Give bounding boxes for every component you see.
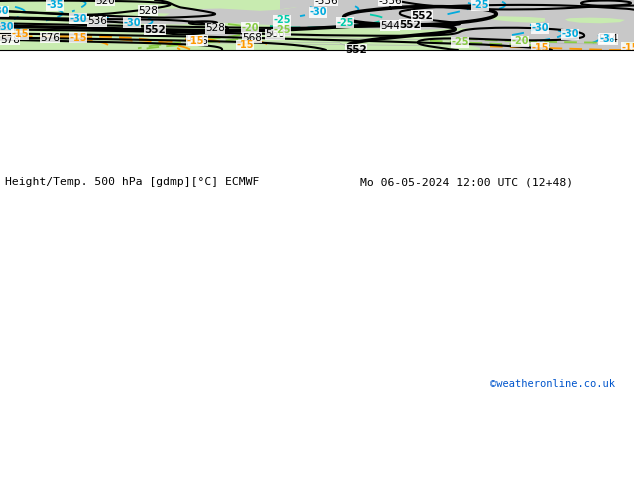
Text: 578: 578 [0, 35, 20, 45]
Text: 544: 544 [380, 21, 400, 31]
Text: 536: 536 [87, 16, 107, 26]
Text: -15: -15 [69, 32, 87, 43]
Text: -30: -30 [69, 14, 87, 24]
Text: 560: 560 [265, 29, 285, 39]
Text: 576: 576 [188, 36, 208, 46]
Text: -15: -15 [621, 43, 634, 53]
Polygon shape [280, 0, 430, 10]
Polygon shape [295, 0, 634, 19]
Text: -30: -30 [561, 29, 579, 39]
Text: -30: -30 [0, 6, 9, 16]
Text: 528: 528 [205, 23, 225, 33]
Text: -15: -15 [236, 41, 254, 50]
Polygon shape [490, 3, 565, 8]
Text: -15: -15 [11, 29, 29, 39]
Text: 552: 552 [399, 20, 421, 30]
Text: 552: 552 [345, 45, 367, 55]
Text: -30: -30 [0, 22, 14, 32]
Text: -35: -35 [46, 0, 64, 10]
Text: -15: -15 [531, 43, 549, 53]
Text: 552: 552 [144, 25, 166, 35]
Polygon shape [575, 0, 634, 9]
Polygon shape [0, 23, 634, 50]
Text: Mo 06-05-2024 12:00 UTC (12+48): Mo 06-05-2024 12:00 UTC (12+48) [360, 177, 573, 187]
Text: -536: -536 [314, 0, 338, 5]
Text: -25: -25 [273, 15, 291, 25]
Text: 544: 544 [598, 34, 618, 44]
Text: 528: 528 [138, 6, 158, 16]
Polygon shape [0, 0, 110, 6]
Text: -536: -536 [378, 0, 402, 5]
Text: -30: -30 [531, 23, 549, 33]
Text: -25: -25 [273, 25, 291, 35]
Text: -3₀: -3₀ [600, 34, 614, 44]
Text: -25: -25 [471, 0, 489, 10]
Text: -30: -30 [309, 7, 327, 17]
Text: -25: -25 [451, 37, 469, 47]
Text: -20: -20 [242, 23, 259, 33]
Text: -15: -15 [186, 36, 204, 46]
Polygon shape [430, 0, 490, 6]
Polygon shape [490, 16, 545, 23]
Text: 568: 568 [242, 33, 262, 43]
Polygon shape [0, 0, 310, 26]
Polygon shape [270, 0, 634, 50]
Text: ©weatheronline.co.uk: ©weatheronline.co.uk [490, 379, 615, 390]
Polygon shape [200, 32, 260, 36]
Text: 520: 520 [95, 0, 115, 5]
Polygon shape [565, 18, 625, 24]
Text: 576: 576 [40, 33, 60, 43]
Text: Height/Temp. 500 hPa [gdmp][°C] ECMWF: Height/Temp. 500 hPa [gdmp][°C] ECMWF [5, 177, 259, 187]
Text: -30: -30 [123, 18, 141, 27]
Text: 552: 552 [411, 11, 433, 21]
Text: -20: -20 [511, 36, 529, 46]
Text: -25: -25 [336, 18, 354, 28]
